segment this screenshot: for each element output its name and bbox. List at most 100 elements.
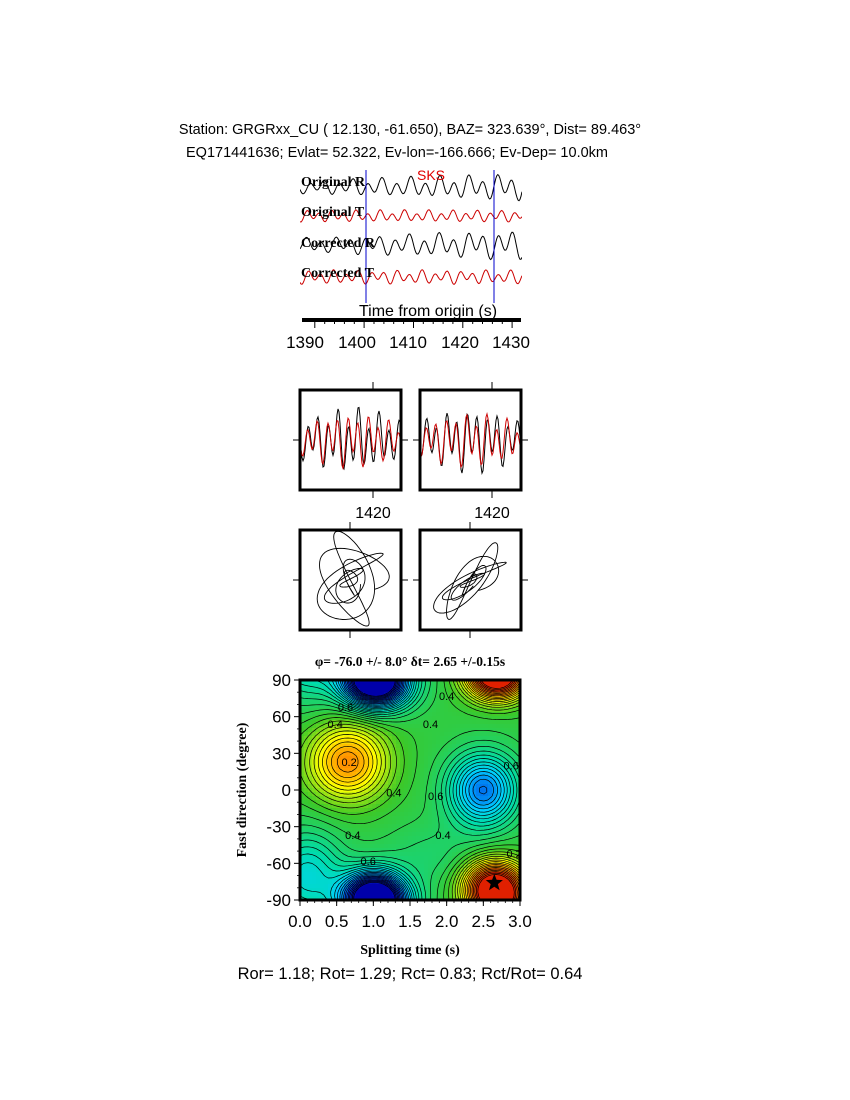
- heatmap-cell: [308, 868, 313, 873]
- heatmap-cell: [340, 716, 345, 721]
- heatmap-cell: [448, 696, 453, 701]
- heatmap-cell: [392, 744, 397, 749]
- heatmap-cell: [312, 712, 317, 717]
- heatmap-cell: [364, 884, 369, 889]
- heatmap-cell: [444, 736, 449, 741]
- heatmap-cell: [464, 828, 469, 833]
- heatmap-cell: [300, 824, 305, 829]
- heatmap-cell: [372, 684, 377, 689]
- heatmap-cell: [464, 744, 469, 749]
- heatmap-cell: [372, 836, 377, 841]
- heatmap-cell: [472, 800, 477, 805]
- heatmap-cell: [412, 788, 417, 793]
- heatmap-cell: [444, 696, 449, 701]
- heatmap-cell: [348, 876, 353, 881]
- heatmap-cell: [300, 700, 305, 705]
- heatmap-cell: [492, 712, 497, 717]
- heatmap-cell: [352, 748, 357, 753]
- heatmap-cell: [432, 716, 437, 721]
- heatmap-cell: [412, 684, 417, 689]
- heatmap-cell: [400, 716, 405, 721]
- heatmap-cell: [316, 716, 321, 721]
- heatmap-cell: [484, 888, 489, 893]
- heatmap-cell: [444, 856, 449, 861]
- heatmap-cell: [392, 680, 397, 685]
- heatmap-cell: [372, 808, 377, 813]
- heatmap-cell: [440, 808, 445, 813]
- heatmap-cell: [336, 688, 341, 693]
- heatmap-cell: [396, 812, 401, 817]
- heatmap-cell: [420, 728, 425, 733]
- heatmap-cell: [436, 892, 441, 897]
- heatmap-cell: [316, 892, 321, 897]
- heatmap-cell: [352, 856, 357, 861]
- heatmap-cell: [516, 784, 520, 789]
- heatmap-cell: [372, 892, 377, 897]
- heatmap-cell: [356, 728, 361, 733]
- heatmap-cell: [500, 804, 505, 809]
- heatmap-cell: [352, 692, 357, 697]
- heatmap-cell: [316, 828, 321, 833]
- heatmap-cell: [508, 688, 513, 693]
- heatmap-cell: [488, 700, 493, 705]
- heatmap-cell: [312, 868, 317, 873]
- heatmap-cell: [468, 844, 473, 849]
- heatmap-cell: [492, 808, 497, 813]
- heatmap-cell: [508, 812, 513, 817]
- heatmap-cell: [464, 800, 469, 805]
- heatmap-cell: [500, 896, 505, 900]
- heatmap-cell: [332, 808, 337, 813]
- heatmap-cell: [380, 828, 385, 833]
- heatmap-cell: [428, 696, 433, 701]
- heatmap-cell: [340, 820, 345, 825]
- heatmap-cell: [416, 832, 421, 837]
- heatmap-cell: [464, 764, 469, 769]
- heatmap-cell: [300, 836, 305, 841]
- heatmap-cell: [320, 772, 325, 777]
- heatmap-cell: [432, 748, 437, 753]
- heatmap-cell: [304, 896, 309, 900]
- heatmap-cell: [468, 800, 473, 805]
- heatmap-cell: [324, 680, 329, 685]
- heatmap-cell: [424, 684, 429, 689]
- heatmap-cell: [400, 740, 405, 745]
- heatmap-cell: [352, 876, 357, 881]
- heatmap-cell: [404, 872, 409, 877]
- heatmap-cell: [436, 776, 441, 781]
- heatmap-cell: [428, 808, 433, 813]
- heatmap-cell: [504, 816, 509, 821]
- heatmap-cell: [484, 896, 489, 900]
- heatmap-cell: [460, 720, 465, 725]
- heatmap-cell: [300, 792, 305, 797]
- heatmap-cell: [440, 736, 445, 741]
- heatmap-cell: [328, 744, 333, 749]
- heatmap-cell: [344, 852, 349, 857]
- heatmap-cell: [468, 736, 473, 741]
- heatmap-cell: [392, 828, 397, 833]
- heatmap-cell: [320, 684, 325, 689]
- heatmap-cell: [340, 804, 345, 809]
- heatmap-cell: [396, 764, 401, 769]
- heatmap-cell: [368, 748, 373, 753]
- heatmap-cell: [376, 804, 381, 809]
- heatmap-cell: [368, 892, 373, 897]
- heatmap-cell: [508, 736, 513, 741]
- heatmap-cell: [464, 856, 469, 861]
- heatmap-cell: [436, 860, 441, 865]
- heatmap-cell: [304, 780, 309, 785]
- heatmap-cell: [508, 728, 513, 733]
- heatmap-cell: [460, 704, 465, 709]
- heatmap-cell: [404, 756, 409, 761]
- waveform-trace-transverse: [301, 416, 400, 471]
- heatmap-cell: [448, 888, 453, 893]
- heatmap-cell: [460, 748, 465, 753]
- heatmap-cell: [436, 808, 441, 813]
- heatmap-cell: [372, 852, 377, 857]
- heatmap-cell: [368, 756, 373, 761]
- heatmap-cell: [480, 868, 485, 873]
- heatmap-cell: [492, 792, 497, 797]
- trace-tick-label: 1410: [389, 333, 427, 352]
- heatmap-cell: [464, 704, 469, 709]
- heatmap-cell: [476, 748, 481, 753]
- heatmap-cell: [380, 700, 385, 705]
